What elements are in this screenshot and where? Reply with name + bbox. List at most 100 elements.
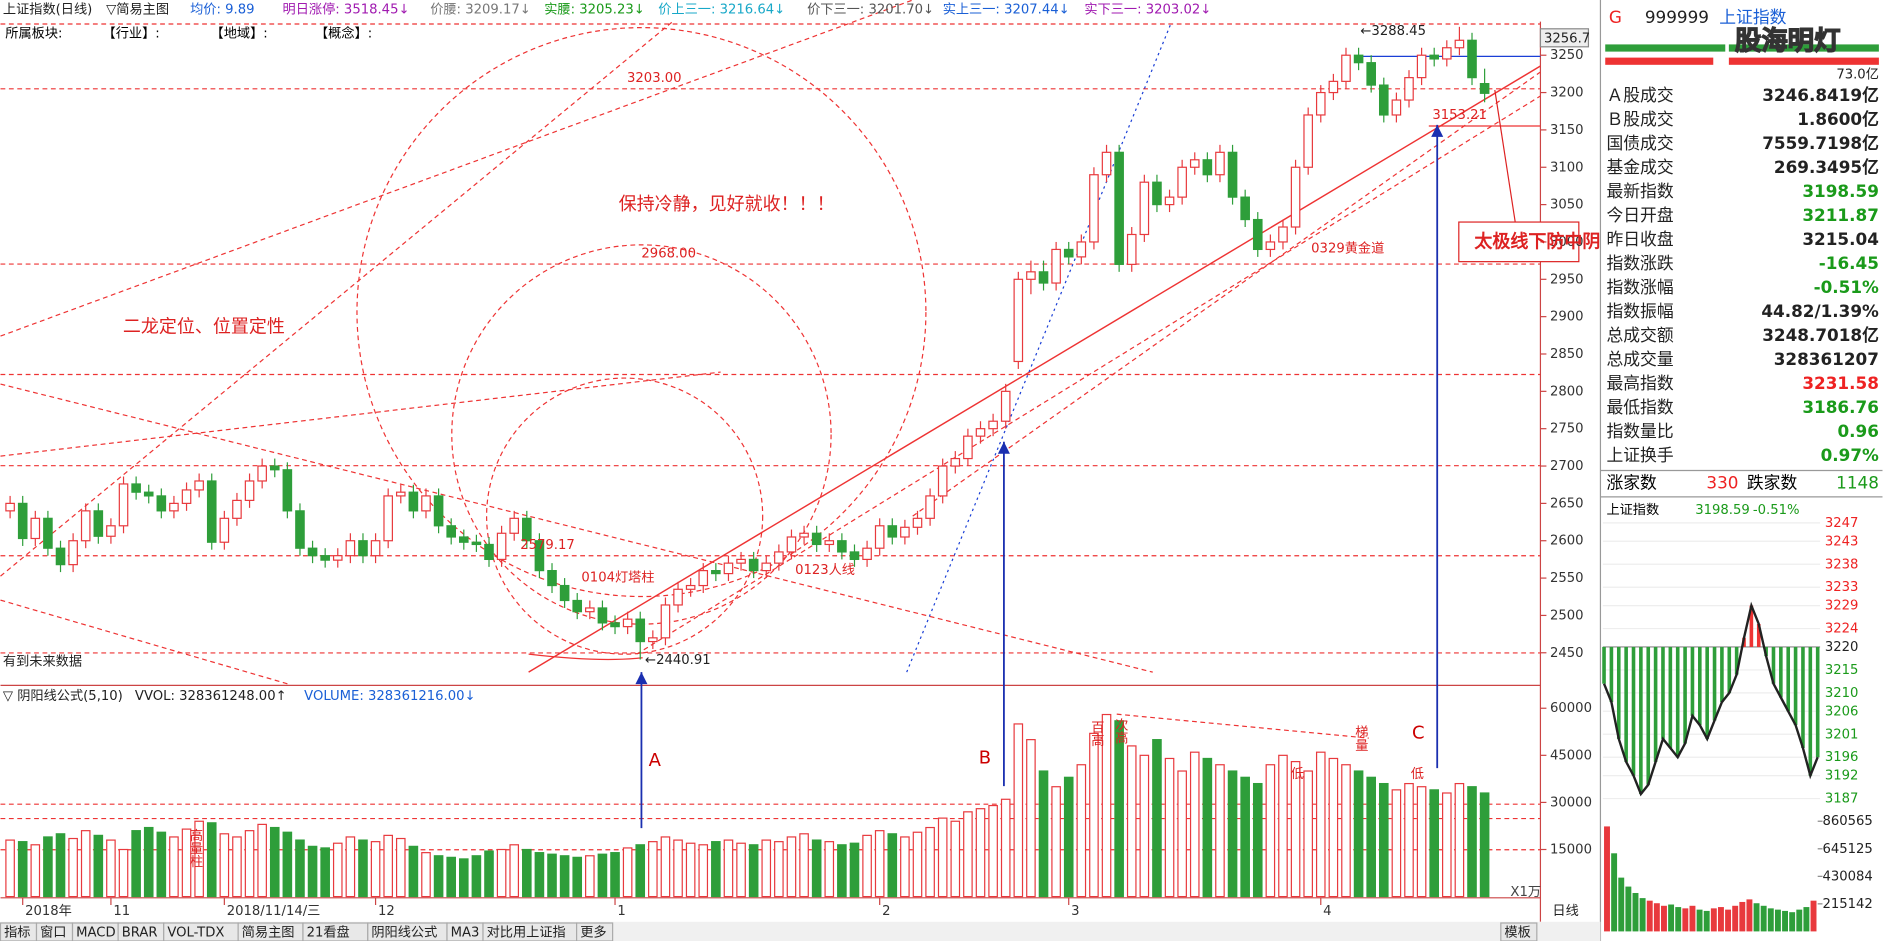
candle-body	[131, 483, 141, 493]
volume-bar	[534, 852, 545, 898]
intraday-volume	[1746, 899, 1753, 932]
tab[interactable]: BRAR	[122, 926, 158, 941]
candle-body	[1000, 390, 1011, 422]
y-tick-label: 3210	[1825, 686, 1859, 701]
volume-bar	[1404, 782, 1414, 898]
volume-bar	[522, 848, 532, 898]
candle-body	[1252, 218, 1263, 251]
candle-body	[282, 469, 293, 512]
candle-body	[937, 465, 948, 497]
y-tick-label: 3192	[1825, 769, 1859, 784]
volume-bar	[1013, 723, 1024, 898]
tab[interactable]: 对比用上证指	[487, 925, 566, 941]
candle-body	[1303, 114, 1313, 168]
flag: G	[1609, 7, 1622, 27]
volume-bar	[5, 839, 15, 898]
header-item: 价上三一: 3216.64↓	[658, 2, 785, 18]
volume-bar	[1240, 776, 1250, 898]
candle-body	[1366, 62, 1376, 86]
annotation: 保持冷静，见好就收！！！	[619, 194, 835, 215]
volume-bar	[837, 844, 847, 898]
row-value: 44.82/1.39%	[1761, 301, 1879, 321]
volume-bar	[1076, 764, 1087, 898]
volume-bar	[1366, 776, 1376, 898]
candle-body	[849, 551, 860, 561]
tab[interactable]: MA3	[451, 926, 480, 941]
y-tick-label: 3238	[1825, 557, 1859, 572]
candle-body	[55, 547, 66, 566]
candle-body	[1328, 80, 1339, 94]
y-tick-label: 3187	[1825, 792, 1859, 807]
tab[interactable]: 更多	[580, 924, 606, 941]
y-tick-label: 3250	[1550, 48, 1584, 63]
volume-bar	[862, 834, 872, 898]
volume-bar	[80, 830, 91, 898]
volume-bar	[912, 831, 923, 898]
candle-body	[862, 547, 872, 561]
candle-body	[736, 558, 746, 564]
volume-bar	[1189, 751, 1200, 898]
annotation: 有到未来数据	[3, 653, 82, 669]
sector-label[interactable]: 【概念】:	[315, 25, 372, 42]
intraday-volume	[1710, 908, 1717, 932]
candle-body	[421, 495, 431, 512]
volume-bar	[1152, 739, 1162, 898]
row-label: 总成交额	[1606, 325, 1673, 345]
tab[interactable]: MACD	[76, 926, 116, 941]
candle-body	[900, 526, 910, 538]
volume-bar	[244, 830, 255, 898]
candle-body	[1101, 151, 1112, 176]
x-tick-label: 4	[1323, 904, 1331, 919]
volume-bar	[622, 847, 633, 898]
volume-bar	[1442, 792, 1452, 898]
row-label: 今日开盘	[1606, 205, 1673, 225]
volume-bar	[1467, 786, 1477, 898]
mini-price: 3198.59	[1695, 503, 1750, 518]
y-tick-label: 2650	[1550, 496, 1584, 511]
annotation[interactable]: 日线	[1552, 903, 1578, 919]
tab[interactable]: 简易主图	[242, 924, 295, 941]
volume-bar	[1391, 789, 1402, 898]
volume-bar	[118, 848, 129, 898]
sector-label[interactable]: 【地域】:	[211, 26, 268, 42]
candle-body	[1189, 159, 1200, 168]
row-label: Ａ股成交	[1606, 85, 1673, 105]
volume-bar	[1139, 754, 1150, 898]
candle-body	[711, 570, 721, 575]
candle-body	[496, 532, 507, 561]
tab[interactable]: VOL-TDX	[167, 926, 224, 941]
volume-bar	[156, 831, 167, 898]
annotation: 3203.00	[627, 71, 682, 86]
tab[interactable]: 指标	[4, 925, 30, 941]
header-item[interactable]: ▽简易主图	[106, 1, 169, 18]
candle-body	[1278, 226, 1288, 243]
y-tick-label: 3206	[1825, 704, 1859, 719]
tab[interactable]: 模板	[1504, 925, 1530, 941]
annotation: 二龙定位、位置定性	[123, 317, 285, 338]
volume-bar	[685, 842, 696, 898]
volume-bar	[597, 853, 608, 898]
y-tick-label: 45000	[1550, 748, 1592, 763]
candle-body	[219, 517, 230, 543]
volume-bar	[1416, 786, 1427, 898]
annotation: A	[649, 750, 662, 771]
candle-body	[509, 517, 520, 534]
y-tick-label: 3150	[1550, 123, 1584, 138]
candle-body	[1202, 159, 1213, 176]
intraday-volume	[1646, 900, 1653, 932]
sector-label[interactable]: 【行业】:	[103, 26, 160, 42]
volume-bar	[1290, 761, 1301, 898]
tab[interactable]: 阴阳线公式	[371, 925, 437, 941]
volume-bar	[295, 839, 305, 898]
candle-body	[1404, 77, 1414, 101]
candle-body	[585, 607, 595, 613]
volume-bar	[1051, 786, 1061, 898]
volume-bar	[1202, 757, 1213, 898]
candle-body	[43, 517, 53, 549]
tab[interactable]: 窗口	[40, 924, 66, 941]
tab[interactable]: 21看盘	[307, 924, 350, 941]
x-tick-label: 1	[617, 904, 625, 919]
intraday-volume	[1774, 909, 1781, 932]
volume-bar	[723, 839, 734, 898]
